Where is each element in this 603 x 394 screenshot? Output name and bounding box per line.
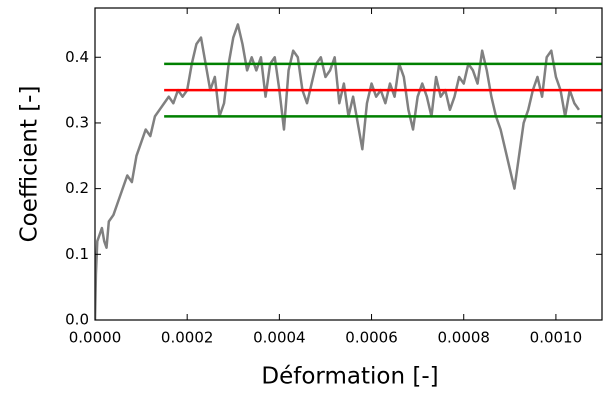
x-tick-label: 0.0006 xyxy=(345,329,398,347)
series-line xyxy=(95,23,580,320)
x-tick-label: 0.0008 xyxy=(437,329,490,347)
y-tick-label: 0.2 xyxy=(65,179,89,197)
x-axis-label: Déformation [-] xyxy=(261,364,438,390)
x-tick-label: 0.0000 xyxy=(69,329,122,347)
y-tick-label: 0.0 xyxy=(65,311,89,329)
y-tick-label: 0.1 xyxy=(65,245,89,263)
y-axis-label: Coefficient [-] xyxy=(17,86,43,243)
y-tick-label: 0.4 xyxy=(65,48,89,66)
x-tick-label: 0.0002 xyxy=(161,329,214,347)
plot-frame xyxy=(94,7,603,321)
x-tick-label: 0.0004 xyxy=(253,329,306,347)
y-tick-label: 0.3 xyxy=(65,113,89,131)
x-tick-label: 0.0010 xyxy=(530,329,583,347)
